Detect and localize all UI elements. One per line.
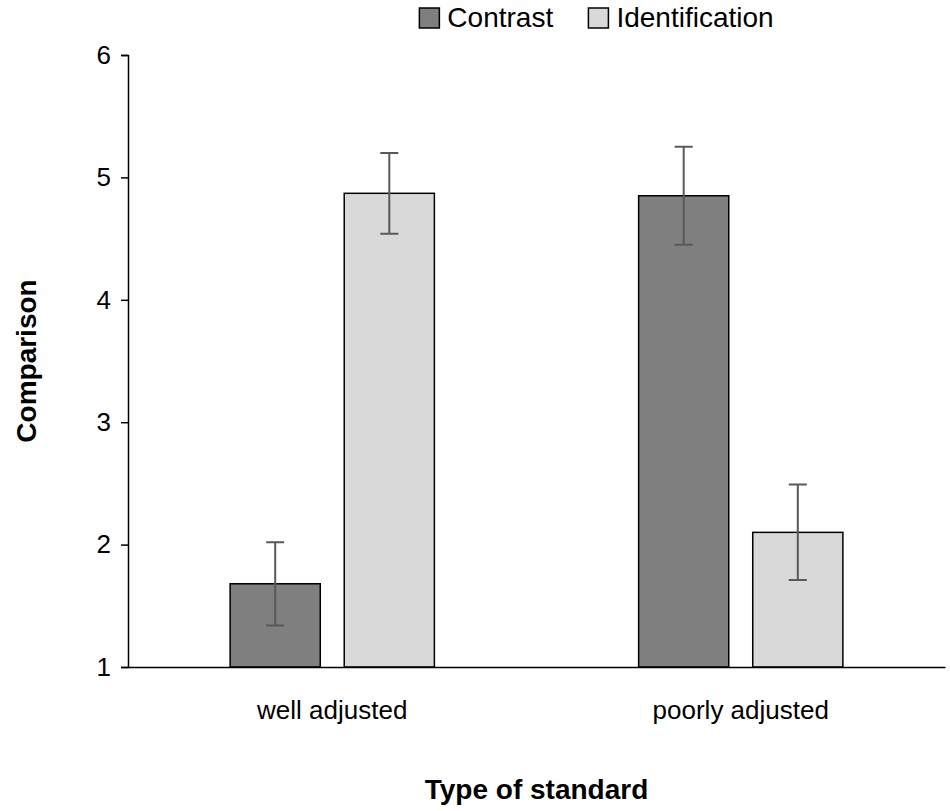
x-axis: well adjusted poorly adjusted <box>129 667 946 725</box>
y-tick-label: 6 <box>97 40 111 70</box>
x-tick-label: well adjusted <box>256 695 407 725</box>
y-axis: 1 2 3 4 5 6 <box>97 40 129 682</box>
legend-swatch <box>419 8 439 28</box>
error-bar-line <box>380 153 398 234</box>
legend-label: Identification <box>616 2 773 33</box>
error-bar <box>675 147 693 245</box>
bars <box>230 147 843 667</box>
error-bar <box>789 485 807 580</box>
legend-item: Identification <box>588 2 773 33</box>
y-tick-mark <box>121 55 128 57</box>
y-tick-label: 5 <box>97 162 111 192</box>
error-bar <box>380 153 398 234</box>
x-tick: well adjusted <box>256 667 407 725</box>
y-tick-mark <box>121 300 128 302</box>
y-tick-label: 4 <box>97 285 111 315</box>
error-bar <box>266 542 284 625</box>
y-tick: 4 <box>97 285 128 315</box>
y-tick: 6 <box>97 40 128 70</box>
bar <box>344 193 434 667</box>
y-tick-mark <box>121 177 128 179</box>
y-axis-title: Comparison <box>11 279 42 442</box>
y-axis-line <box>121 56 129 668</box>
legend: Contrast Identification <box>419 2 773 33</box>
y-tick: 2 <box>97 529 128 559</box>
legend-item: Contrast <box>419 2 553 33</box>
plot: 1 2 3 4 5 6 well adjusted poorly adjusted <box>97 40 946 726</box>
y-tick: 1 <box>97 652 128 682</box>
y-tick-mark <box>121 667 128 669</box>
x-tick: poorly adjusted <box>653 667 829 725</box>
y-tick-label: 1 <box>97 652 111 682</box>
bar <box>639 196 729 667</box>
x-axis-title: Type of standard <box>425 774 649 805</box>
y-tick-label: 2 <box>97 529 111 559</box>
error-bar-line <box>789 485 807 580</box>
error-bar-line <box>675 147 693 245</box>
y-tick: 5 <box>97 162 128 192</box>
chart: 1 2 3 4 5 6 well adjusted poorly adjusted Type o… <box>0 0 950 811</box>
y-tick-label: 3 <box>97 407 111 437</box>
y-tick-mark <box>121 544 128 546</box>
x-tick-label: poorly adjusted <box>653 695 829 725</box>
x-axis-line <box>129 667 946 669</box>
legend-swatch <box>588 8 608 28</box>
error-bar-line <box>266 542 284 625</box>
legend-label: Contrast <box>447 2 553 33</box>
y-tick: 3 <box>97 407 128 437</box>
y-tick-mark <box>121 422 128 424</box>
